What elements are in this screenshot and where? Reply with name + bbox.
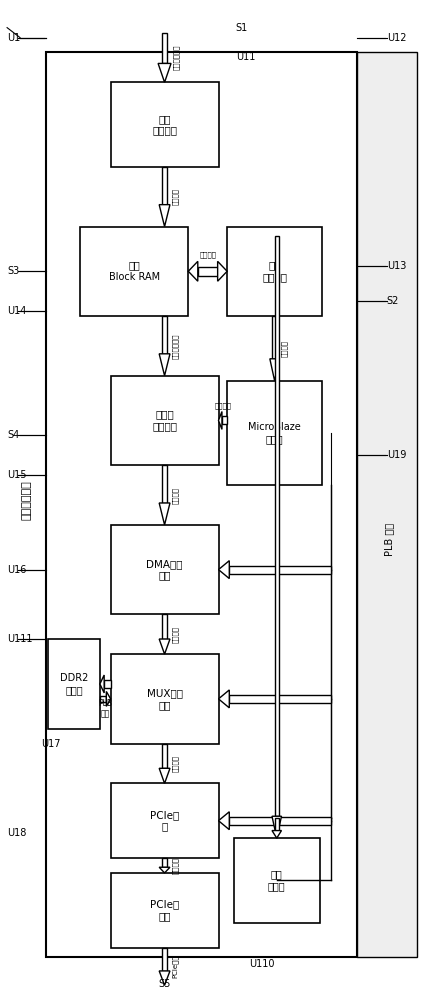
Bar	[274, 818, 279, 831]
Polygon shape	[159, 867, 170, 873]
Bar	[162, 465, 167, 503]
Text: 参数配置: 参数配置	[281, 340, 288, 357]
Text: U12: U12	[387, 33, 406, 43]
Text: U16: U16	[7, 565, 27, 575]
Text: S2: S2	[387, 296, 399, 306]
Text: MicroBlaze
处理器: MicroBlaze 处理器	[248, 422, 301, 444]
FancyBboxPatch shape	[111, 82, 218, 167]
FancyBboxPatch shape	[111, 873, 218, 948]
Text: U1: U1	[7, 33, 21, 43]
Text: PCIe编
码器: PCIe编 码器	[150, 899, 179, 921]
Text: 数据读写: 数据读写	[199, 251, 216, 258]
Polygon shape	[270, 359, 279, 381]
Bar	[274, 236, 279, 816]
Polygon shape	[218, 690, 229, 708]
Text: PCIe接
口: PCIe接 口	[150, 810, 179, 832]
Polygon shape	[159, 205, 170, 227]
Text: 配置指令: 配置指令	[214, 403, 231, 409]
Text: 图像处理装置: 图像处理装置	[21, 480, 31, 520]
FancyBboxPatch shape	[111, 376, 218, 465]
Bar	[162, 316, 167, 354]
Bar	[229, 695, 331, 703]
Bar	[162, 744, 167, 768]
Text: 图像
处理系统: 图像 处理系统	[262, 260, 287, 282]
Polygon shape	[272, 816, 281, 838]
Polygon shape	[159, 639, 170, 654]
FancyBboxPatch shape	[111, 654, 218, 744]
Bar	[104, 680, 111, 688]
Text: U18: U18	[7, 828, 27, 838]
Text: S3: S3	[7, 266, 19, 276]
Polygon shape	[218, 561, 229, 579]
Text: U110: U110	[249, 959, 274, 969]
Polygon shape	[218, 812, 229, 830]
Text: S1: S1	[236, 23, 248, 33]
Text: U15: U15	[7, 470, 27, 480]
FancyBboxPatch shape	[227, 227, 322, 316]
Polygon shape	[159, 768, 170, 783]
Text: 处理结果: 处理结果	[172, 487, 179, 504]
Bar	[162, 948, 167, 971]
Polygon shape	[272, 831, 281, 838]
Bar	[229, 817, 331, 825]
Text: PLB 总线: PLB 总线	[384, 523, 394, 556]
Text: 处理图像数据: 处理图像数据	[172, 333, 179, 359]
Bar	[272, 316, 277, 359]
Bar	[229, 566, 331, 574]
Text: 数据传输: 数据传输	[172, 857, 179, 874]
Text: S5: S5	[158, 979, 170, 989]
FancyBboxPatch shape	[357, 52, 417, 957]
Bar	[162, 33, 167, 63]
Text: U11: U11	[236, 52, 255, 62]
Text: 图像
采集模块: 图像 采集模块	[152, 114, 177, 135]
Bar	[162, 858, 167, 867]
Polygon shape	[158, 63, 171, 82]
Text: U19: U19	[387, 450, 406, 460]
FancyBboxPatch shape	[111, 525, 218, 614]
Text: 数据传输: 数据传输	[172, 626, 179, 643]
Polygon shape	[106, 691, 111, 706]
Polygon shape	[159, 354, 170, 376]
FancyBboxPatch shape	[111, 783, 218, 858]
Text: U17: U17	[42, 739, 61, 749]
Text: 彩色
显示器: 彩色 显示器	[268, 870, 285, 891]
FancyBboxPatch shape	[80, 227, 188, 316]
Bar	[198, 267, 218, 276]
FancyBboxPatch shape	[234, 838, 320, 923]
Text: U14: U14	[7, 306, 27, 316]
Text: PCIe总线: PCIe总线	[172, 955, 179, 978]
Text: S4: S4	[7, 430, 19, 440]
FancyBboxPatch shape	[48, 639, 100, 729]
Polygon shape	[218, 411, 222, 429]
Text: 图像数据: 图像数据	[172, 188, 179, 205]
Bar	[100, 696, 106, 702]
Bar	[162, 614, 167, 639]
FancyBboxPatch shape	[46, 52, 357, 957]
Text: MUX控制
模块: MUX控制 模块	[146, 688, 183, 710]
Polygon shape	[100, 675, 104, 693]
Text: 数据传输: 数据传输	[172, 755, 179, 772]
Text: 图像采集数据: 图像采集数据	[173, 45, 180, 70]
Polygon shape	[159, 971, 170, 985]
Polygon shape	[218, 261, 227, 281]
Text: DMA控制
模块: DMA控制 模块	[146, 559, 183, 580]
Polygon shape	[159, 503, 170, 525]
Bar	[222, 416, 227, 424]
Text: U13: U13	[387, 261, 406, 271]
Text: PLB
总线: PLB 总线	[98, 699, 112, 719]
Text: U111: U111	[7, 634, 33, 644]
Text: DDR2
内存条: DDR2 内存条	[60, 673, 88, 695]
Text: 流水线
处理模块: 流水线 处理模块	[152, 410, 177, 431]
Bar	[162, 167, 167, 205]
FancyBboxPatch shape	[227, 381, 322, 485]
Text: 片内
Block RAM: 片内 Block RAM	[109, 260, 160, 282]
Polygon shape	[188, 261, 198, 281]
